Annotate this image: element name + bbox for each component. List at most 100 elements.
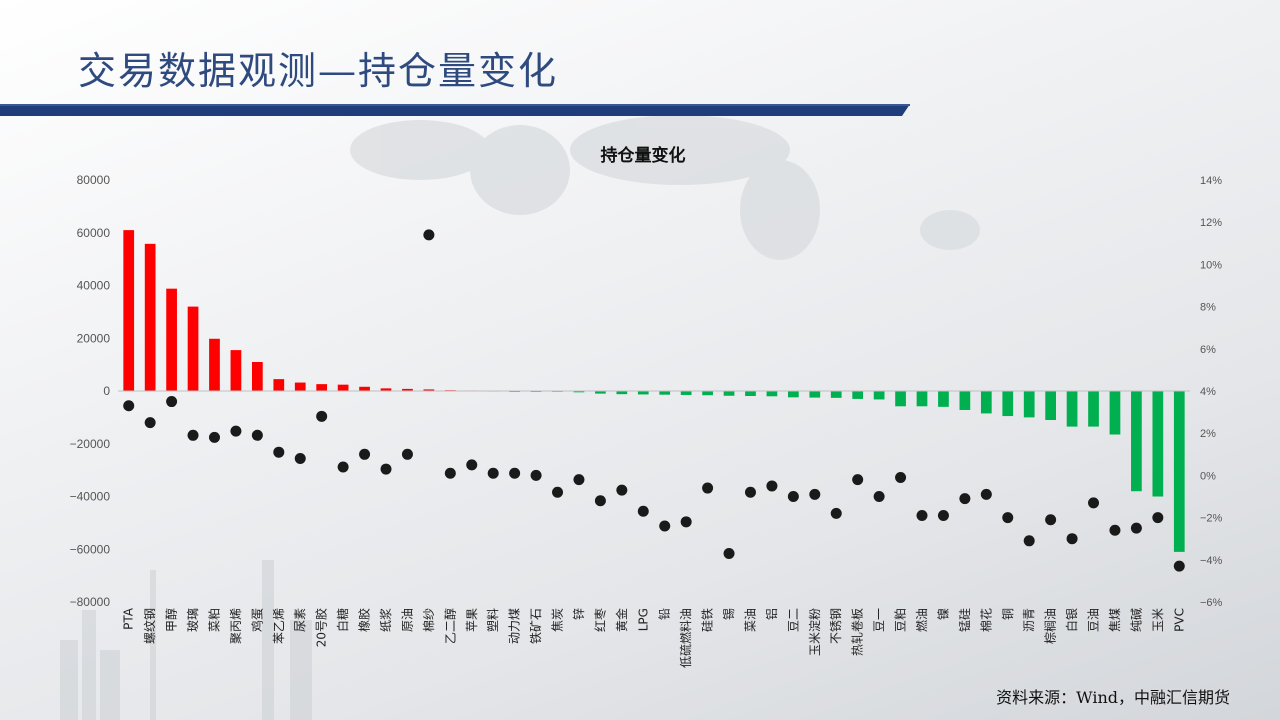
- dot-鸡蛋: [251, 429, 263, 441]
- category-label: 棕榈油: [1043, 608, 1058, 644]
- bar-菜粕: [209, 338, 220, 391]
- category-label: 橡胶: [357, 608, 372, 632]
- bar-白银: [1066, 391, 1078, 427]
- dot-镍: [937, 509, 949, 521]
- bar-纸浆: [380, 388, 392, 391]
- dot-豆油: [1088, 497, 1100, 509]
- bar-镍: [938, 391, 949, 407]
- right-axis-tick-label: 2%: [1200, 428, 1216, 440]
- bar-热轧卷板: [852, 391, 864, 399]
- category-label: 20号胶: [314, 608, 329, 647]
- bar-锡: [723, 391, 735, 396]
- bar-甲醇: [166, 288, 177, 391]
- dot-锡: [723, 547, 735, 559]
- dot-豆粕: [895, 472, 907, 484]
- bar-LPG: [637, 391, 649, 395]
- category-label: 不锈钢: [829, 608, 843, 644]
- category-label: 棉纱: [422, 608, 436, 632]
- bar-PVC: [1173, 391, 1185, 552]
- bar-棕榈油: [1045, 391, 1056, 421]
- category-label: 玉米淀粉: [808, 608, 822, 656]
- category-label: 原油: [400, 608, 414, 632]
- dot-热轧卷板: [852, 474, 864, 486]
- bar-铜: [1002, 391, 1014, 417]
- bar-不锈钢: [830, 391, 842, 398]
- bar-焦煤: [1109, 391, 1121, 435]
- dot-锌: [573, 474, 585, 486]
- bar-series: [123, 230, 1185, 552]
- title-underline-bar: [0, 104, 910, 116]
- left-axis-tick-label: 40000: [77, 279, 111, 293]
- category-label: 豆一: [872, 608, 886, 632]
- category-label: 低硫燃料油: [678, 608, 693, 668]
- percent-dot-series: [123, 229, 1185, 572]
- dot-甲醇: [166, 396, 178, 408]
- bar-黄金: [616, 391, 628, 395]
- dot-黄金: [616, 484, 628, 496]
- dot-白糖: [337, 461, 349, 473]
- bar-低硫燃料油: [680, 391, 692, 395]
- category-label: 苯乙烯: [272, 608, 286, 644]
- left-axis-tick-label: 20000: [77, 331, 111, 345]
- left-axis: 80000 60000 40000 20000 0 −20000 −40000 −60000 −…: [70, 173, 111, 609]
- page-title: 交易数据观测—持仓量变化: [78, 49, 559, 93]
- bar-豆粕: [895, 391, 906, 407]
- category-label: 动力煤: [508, 608, 522, 644]
- category-label: 铁矿石: [529, 608, 543, 644]
- bar-鸡蛋: [252, 361, 263, 391]
- category-label: 锌: [572, 608, 586, 620]
- bar-锰硅: [959, 391, 971, 410]
- category-label: 鸡蛋: [249, 608, 264, 632]
- bar-豆二: [788, 391, 799, 398]
- dot-动力煤: [509, 467, 521, 479]
- right-axis-tick-label: 10%: [1200, 259, 1222, 271]
- category-label: 聚丙烯: [229, 608, 243, 644]
- right-axis-tick-label: 14%: [1200, 175, 1222, 187]
- category-label: 焦煤: [1108, 608, 1122, 632]
- right-axis-tick-label: −2%: [1200, 513, 1223, 525]
- bar-沥青: [1023, 391, 1035, 418]
- category-label: 白糖: [335, 608, 350, 632]
- bar-白糖: [337, 384, 349, 391]
- bar-PTA: [123, 230, 135, 391]
- bar-聚丙烯: [230, 350, 242, 391]
- bar-棉花: [980, 391, 992, 414]
- category-label: 镍: [936, 608, 950, 620]
- dot-原油: [401, 448, 413, 460]
- bar-燃油: [916, 391, 928, 407]
- category-label: 菜油: [743, 608, 757, 632]
- category-label: 棉花: [978, 608, 993, 632]
- category-label: 乙二醇: [442, 608, 457, 644]
- dot-乙二醇: [444, 467, 456, 479]
- category-label: PTA: [122, 607, 136, 630]
- bar-20号胶: [316, 384, 328, 391]
- dot-菜粕: [208, 431, 220, 443]
- bar-原油: [402, 388, 413, 391]
- category-label: 沥青: [1022, 608, 1036, 632]
- bar-苯乙烯: [273, 379, 285, 391]
- right-axis-tick-label: 4%: [1200, 386, 1216, 398]
- bar-豆一: [873, 391, 885, 400]
- dot-纯碱: [1130, 522, 1142, 534]
- dot-玉米淀粉: [809, 488, 821, 500]
- left-axis-tick-label: 80000: [77, 173, 111, 187]
- category-label: 豆油: [1087, 608, 1101, 632]
- dot-豆一: [873, 491, 885, 502]
- bar-硅铁: [702, 391, 713, 396]
- dot-LPG: [637, 505, 649, 517]
- bar-玉米: [1152, 391, 1164, 497]
- dot-苹果: [466, 459, 478, 471]
- dot-苯乙烯: [273, 446, 285, 458]
- right-axis-tick-label: 0%: [1200, 470, 1216, 482]
- category-label: 硅铁: [701, 608, 715, 632]
- left-axis-tick-label: 0: [103, 384, 110, 398]
- right-axis-tick-label: 8%: [1200, 302, 1216, 314]
- left-axis-tick-label: −60000: [70, 542, 111, 556]
- dot-玉米: [1152, 512, 1164, 524]
- dot-棉纱: [423, 229, 435, 241]
- dot-焦煤: [1109, 524, 1121, 536]
- category-label: 菜粕: [206, 608, 221, 632]
- dot-螺纹钢: [144, 417, 156, 429]
- bar-红枣: [595, 391, 606, 394]
